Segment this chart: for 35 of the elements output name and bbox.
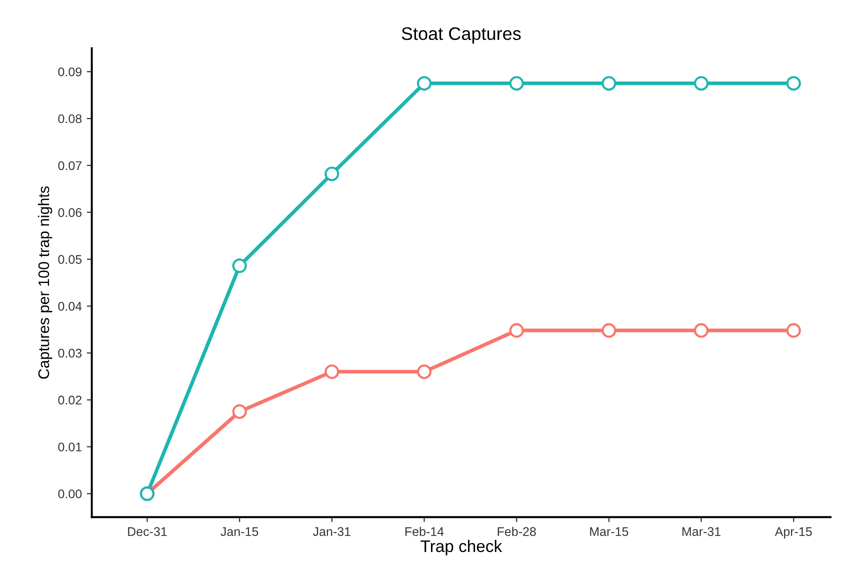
y-tick-label: 0.04 bbox=[58, 302, 82, 311]
point bbox=[786, 323, 801, 338]
point bbox=[694, 76, 709, 91]
y-tick-label: 0.06 bbox=[58, 208, 82, 217]
y-tick-label: 0.03 bbox=[58, 348, 82, 358]
point bbox=[232, 258, 247, 274]
point bbox=[416, 364, 432, 380]
y-tick-label: 0.05 bbox=[58, 255, 82, 264]
x-tick-label: Feb-14 bbox=[405, 526, 444, 536]
x-tick-label: Apr-15 bbox=[774, 527, 812, 538]
x-tick-label: Dec-31 bbox=[128, 527, 167, 536]
chart-title: Stoat Captures bbox=[402, 27, 521, 44]
y-tick-label: 0.08 bbox=[58, 114, 82, 124]
point bbox=[602, 76, 616, 91]
point bbox=[324, 364, 340, 380]
y-axis-title: Captures per 100 trap nights bbox=[38, 186, 52, 379]
point bbox=[324, 166, 340, 182]
y-tick-label: 0.01 bbox=[58, 442, 82, 452]
y-tick-label: 0.02 bbox=[58, 396, 82, 405]
y-tick-label: 0.09 bbox=[58, 67, 82, 76]
x-tick-label: Mar-31 bbox=[682, 527, 720, 536]
y-tick-label: 0.07 bbox=[58, 161, 82, 170]
point bbox=[509, 76, 524, 91]
x-tick-label: Mar-15 bbox=[590, 527, 628, 536]
x-tick-label: Jan-15 bbox=[220, 527, 258, 536]
point bbox=[232, 404, 247, 419]
point bbox=[416, 76, 432, 91]
point bbox=[602, 323, 616, 338]
point bbox=[786, 76, 801, 91]
y-tick-label: 0.00 bbox=[58, 489, 82, 498]
x-axis-title: Trap check bbox=[420, 540, 502, 556]
x-tick-label: Feb-28 bbox=[498, 526, 536, 536]
x-tick-label: Jan-31 bbox=[312, 527, 350, 536]
point bbox=[694, 323, 709, 338]
point bbox=[509, 323, 524, 338]
